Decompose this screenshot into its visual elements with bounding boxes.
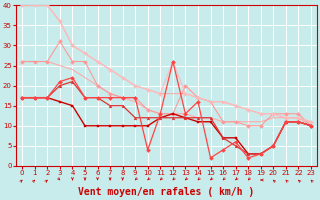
X-axis label: Vent moyen/en rafales ( km/h ): Vent moyen/en rafales ( km/h ) <box>78 187 255 197</box>
